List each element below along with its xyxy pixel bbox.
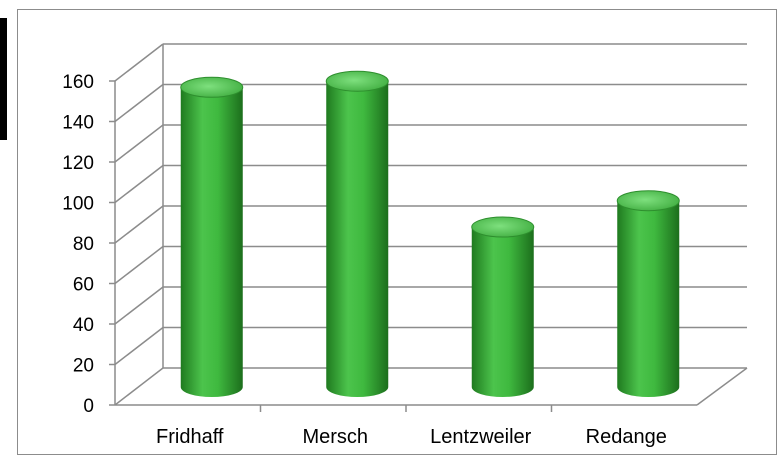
bar-body	[326, 81, 389, 397]
gridline-side-140	[114, 83, 164, 123]
x-tick-label: Mersch	[302, 426, 368, 448]
gridline-side-0	[114, 367, 164, 406]
bar-body	[180, 87, 243, 398]
y-tick-label: 20	[73, 356, 94, 377]
gridline-side-160	[114, 43, 164, 82]
y-tick-label: 160	[62, 72, 94, 93]
y-tick-label: 140	[62, 113, 94, 134]
y-tick-label: 60	[73, 275, 94, 296]
gridline-side-100	[114, 164, 164, 204]
gridline-side-20	[114, 326, 164, 366]
gridline-side-80	[114, 205, 164, 244]
bar-top	[471, 216, 535, 238]
bar-mersch	[325, 70, 389, 397]
gridline-side-120	[114, 124, 164, 163]
bar-lentzweiler	[471, 216, 535, 397]
gridline-side-40	[114, 286, 164, 325]
bar-top	[180, 76, 244, 98]
x-tick-label: Fridhaff	[156, 426, 224, 448]
gridline-side-60	[114, 245, 164, 285]
y-tick-label: 80	[73, 234, 94, 255]
floor-right-edge	[696, 367, 748, 406]
bar-top	[616, 190, 680, 212]
y-tick-label: 120	[62, 153, 94, 174]
bar-body	[617, 200, 680, 397]
bar-body	[471, 227, 534, 397]
bar-top	[325, 70, 389, 92]
left-edge-bar	[0, 18, 7, 140]
x-tick-label: Redange	[586, 426, 667, 448]
bars	[180, 70, 680, 398]
y-tick-label: 100	[62, 194, 94, 215]
chart-frame	[17, 9, 777, 455]
y-tick-label: 0	[83, 396, 94, 417]
y-tick-label: 40	[73, 315, 94, 336]
axis-labels: 0 20 40 60 80 100 120 140 160 Fridhaff Mersch Lentz…	[62, 72, 667, 448]
bar-fridhaff	[180, 76, 244, 398]
bar-redange	[616, 190, 680, 397]
axes	[109, 44, 748, 412]
x-tick-label: Lentzweiler	[430, 426, 532, 448]
